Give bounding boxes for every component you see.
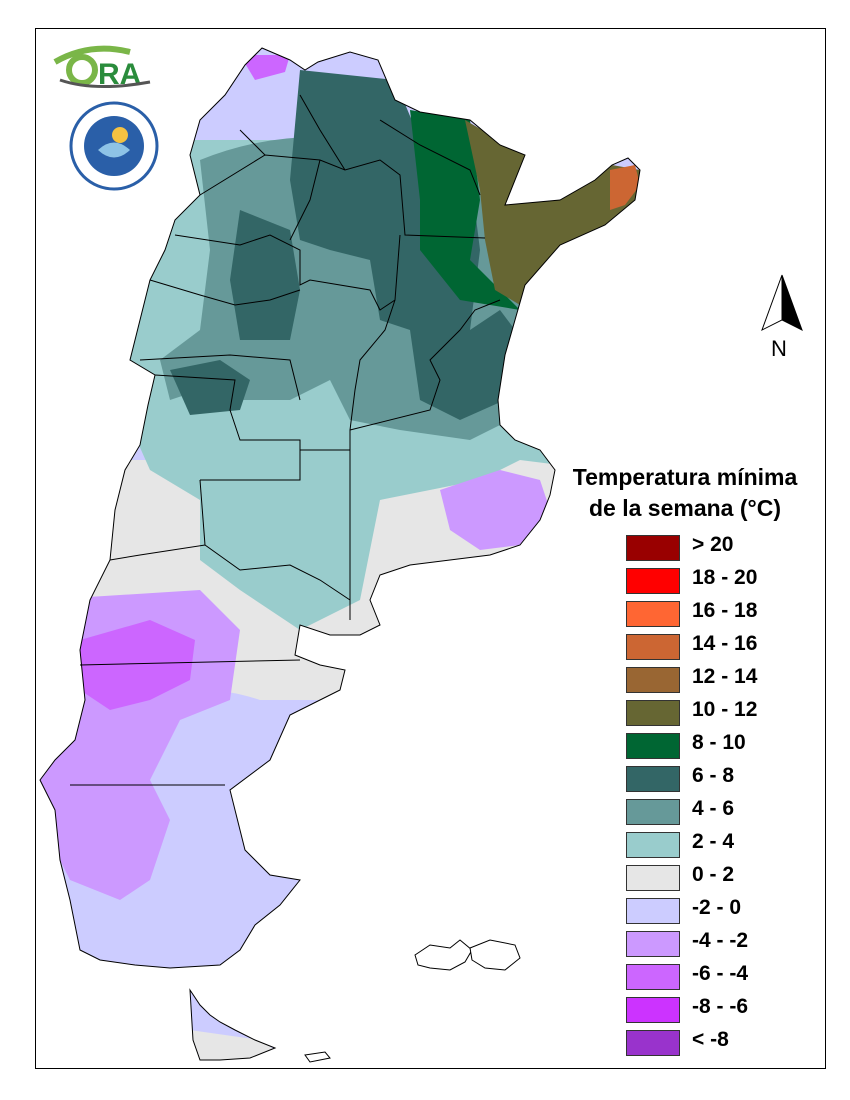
legend-label: -4 - -2 (692, 929, 749, 952)
north-arrow (761, 274, 803, 332)
legend-label: 18 - 20 (692, 566, 758, 589)
legend-label: 12 - 14 (692, 665, 758, 688)
country-outline (39, 47, 641, 1061)
legend-swatch (626, 700, 680, 726)
legend-swatch (626, 997, 680, 1023)
legend-label: 6 - 8 (692, 764, 735, 787)
class-0-2-region-tierra-del-fuego (190, 1030, 275, 1060)
legend-item: -6 - -4 (626, 962, 826, 990)
malvinas-islands (414, 939, 521, 971)
legend-item: 8 - 10 (626, 731, 826, 759)
legend-item: < -8 (626, 1028, 826, 1056)
ora-swoosh-icon (53, 45, 131, 65)
legend-swatch (626, 898, 680, 924)
legend-swatch (626, 601, 680, 627)
legend-label: < -8 (692, 1028, 729, 1051)
class-6-8-region-ne (290, 70, 515, 420)
legend-item: -4 - -2 (626, 929, 826, 957)
smn-sun-icon (112, 127, 128, 143)
legend-label: -8 - -6 (692, 995, 749, 1018)
class-8-10-region (410, 110, 520, 310)
legend-title: Temperatura mínima de la semana (°C) (545, 462, 825, 524)
class-neg6-neg4-region (80, 620, 195, 710)
legend-swatch (626, 1030, 680, 1056)
legend-label: 8 - 10 (692, 731, 746, 754)
class-neg6-neg4-region-north (240, 55, 290, 80)
legend-swatch (626, 634, 680, 660)
isla-de-los-estados (304, 1051, 331, 1063)
class-6-8-region-w (170, 360, 250, 415)
class-neg4-neg2-region-east (440, 470, 550, 550)
north-arrow-left-icon (761, 274, 783, 332)
province-borders (70, 94, 501, 786)
ora-logo: RA (53, 45, 151, 91)
legend-label: -2 - 0 (692, 896, 742, 919)
smn-logo (69, 101, 159, 191)
legend-item: 2 - 4 (626, 830, 826, 858)
legend-label: 16 - 18 (692, 599, 758, 622)
legend-item: 6 - 8 (626, 764, 826, 792)
legend-item: -8 - -6 (626, 995, 826, 1023)
legend-label: > 20 (692, 533, 734, 556)
legend-label: 14 - 16 (692, 632, 758, 655)
legend-swatch (626, 766, 680, 792)
legend-item: 10 - 12 (626, 698, 826, 726)
legend-item: 12 - 14 (626, 665, 826, 693)
legend-item: 0 - 2 (626, 863, 826, 891)
legend-item: 18 - 20 (626, 566, 826, 594)
legend-label: 2 - 4 (692, 830, 735, 853)
legend-label: 4 - 6 (692, 797, 735, 820)
legend-label: 10 - 12 (692, 698, 758, 721)
legend-item: 4 - 6 (626, 797, 826, 825)
north-label: N (771, 336, 787, 361)
ora-o-icon (66, 54, 98, 86)
class-10-12-region (465, 120, 640, 305)
legend-swatch (626, 568, 680, 594)
legend-item: -2 - 0 (626, 896, 826, 924)
legend-title-line1: Temperatura mínima (572, 464, 798, 490)
legend-label: 0 - 2 (692, 863, 735, 886)
legend-item: 16 - 18 (626, 599, 826, 627)
legend-swatch (626, 931, 680, 957)
north-arrow-right-icon (781, 274, 803, 332)
legend-swatch (626, 799, 680, 825)
class-12-14-region (610, 165, 640, 210)
legend-swatch (626, 865, 680, 891)
legend-swatch (626, 832, 680, 858)
legend-swatch (626, 964, 680, 990)
legend-item: 14 - 16 (626, 632, 826, 660)
legend-swatch (626, 667, 680, 693)
legend-swatch (626, 535, 680, 561)
legend-label: -6 - -4 (692, 962, 749, 985)
legend-item: > 20 (626, 533, 826, 561)
legend-title-line2: de la semana (°C) (589, 495, 781, 521)
legend-swatch (626, 733, 680, 759)
